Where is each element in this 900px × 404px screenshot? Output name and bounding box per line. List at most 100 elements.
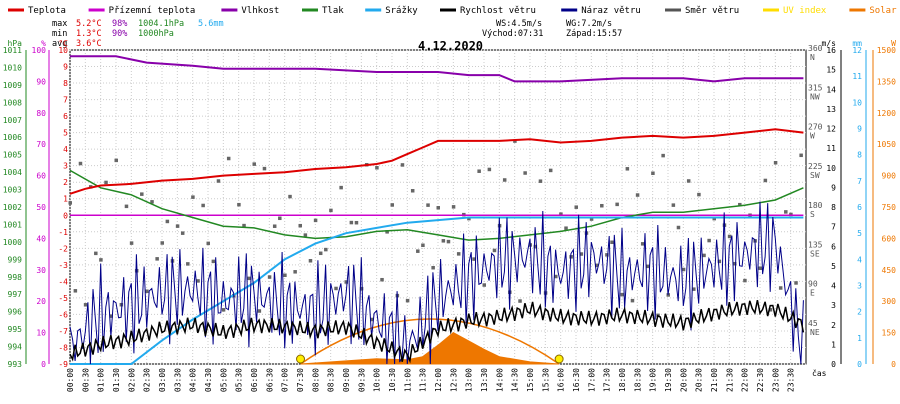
ms-axis-tick: 1 xyxy=(831,340,836,349)
percent-axis-tick: 10 xyxy=(36,329,46,338)
dir-axis-label: N xyxy=(810,53,815,62)
temp-axis-tick: 8 xyxy=(63,79,68,88)
wind-direction-dot xyxy=(237,202,241,207)
wind-direction-dot xyxy=(73,289,78,293)
wind-direction-dot xyxy=(768,308,773,312)
wind-direction-dot xyxy=(426,203,430,207)
wind-direction-dot xyxy=(712,216,716,221)
mm-axis-tick: 2 xyxy=(857,308,862,317)
wind-direction-dot xyxy=(574,205,578,209)
hpa-axis-unit: hPa xyxy=(8,39,23,48)
wind-direction-dot xyxy=(206,241,210,246)
wind-direction-dot xyxy=(349,220,354,225)
wind-direction-dot xyxy=(94,251,98,256)
legend-label: Náraz větru xyxy=(581,6,641,16)
wind-direction-dot xyxy=(794,281,798,285)
wind-direction-dot xyxy=(150,200,154,204)
wind-direction-dot xyxy=(221,308,226,312)
x-tick-label: 09:00 xyxy=(342,368,351,392)
x-tick-label: 07:30 xyxy=(296,368,305,392)
sunset-marker xyxy=(554,354,564,364)
wind-direction-dot xyxy=(548,168,553,173)
x-tick-label: 16:00 xyxy=(557,368,566,392)
x-tick-label: 10:00 xyxy=(373,368,382,392)
dir-axis-label: NE xyxy=(810,328,820,337)
temp-axis-tick: 2 xyxy=(63,178,68,187)
wind-direction-dot xyxy=(773,161,778,165)
mm-axis-tick: 12 xyxy=(852,46,862,55)
wind-direction-dot xyxy=(451,205,456,209)
mm-axis-tick: 0 xyxy=(857,360,862,369)
temp-axis-tick: 7 xyxy=(63,96,68,105)
temp-axis-tick: 0 xyxy=(63,211,68,220)
wind-direction-dot xyxy=(732,261,737,266)
wind-direction-dot xyxy=(140,192,144,196)
wind-direction-dot xyxy=(257,309,262,313)
wind-direction-dot xyxy=(467,216,471,221)
x-tick-label: 13:00 xyxy=(465,368,474,392)
mm-axis-tick: 6 xyxy=(857,203,862,212)
x-tick-label: 04:00 xyxy=(189,368,198,392)
wind-direction-dot xyxy=(477,169,481,173)
percent-axis-tick: 40 xyxy=(36,234,46,243)
x-tick-label: 05:00 xyxy=(219,368,228,392)
stats-pressure: 1000hPa xyxy=(138,29,174,39)
ms-axis-tick: 12 xyxy=(826,125,836,134)
wind-direction-dot xyxy=(303,233,308,237)
wind-direction-dot xyxy=(778,286,783,290)
wind-direction-dot xyxy=(681,267,686,272)
ms-axis-tick: 4 xyxy=(831,282,836,291)
series-wind-gust xyxy=(69,201,804,365)
hpa-axis-tick: 1001 xyxy=(3,220,22,229)
wind-direction-dot xyxy=(416,249,420,253)
x-tick-label: 23:30 xyxy=(787,368,796,392)
percent-axis-tick: 50 xyxy=(36,203,46,212)
hpa-axis-tick: 1005 xyxy=(3,151,22,160)
wind-direction-dot xyxy=(676,225,681,230)
x-tick-label: 03:30 xyxy=(173,368,182,392)
wind-direction-dot xyxy=(329,208,333,213)
mm-axis-unit: mm xyxy=(852,39,862,48)
dir-axis-tick: 45 xyxy=(808,319,818,328)
legend-label: Rychlost větru xyxy=(460,6,536,16)
stats-pressure: 1004.1hPa xyxy=(138,19,184,29)
legend-label: Solar xyxy=(869,6,897,16)
temp-axis-tick: -4 xyxy=(58,277,68,286)
x-tick-label: 02:00 xyxy=(127,368,136,392)
wind-direction-dot xyxy=(400,163,405,167)
wind-direction-dot xyxy=(191,195,195,199)
x-tick-label: 10:30 xyxy=(388,368,397,392)
percent-axis-tick: 80 xyxy=(36,109,46,118)
hpa-axis-tick: 1009 xyxy=(3,81,22,90)
wind-direction-dot xyxy=(518,299,522,303)
wind-direction-dot xyxy=(436,206,440,210)
temp-axis-unit: °C xyxy=(58,39,68,48)
solar-axis-tick: 450 xyxy=(882,266,897,275)
wind-direction-dot xyxy=(370,317,374,322)
ms-axis-tick: 2 xyxy=(831,321,836,330)
wind-direction-dot xyxy=(145,289,149,294)
x-tick-label: 01:00 xyxy=(97,368,106,392)
x-tick-label: 06:00 xyxy=(250,368,259,392)
x-tick-label: 00:30 xyxy=(81,368,90,392)
wind-direction-dot xyxy=(717,259,722,264)
x-tick-label: 18:30 xyxy=(633,368,642,392)
wind-direction-dot xyxy=(201,203,205,208)
percent-axis-tick: 20 xyxy=(36,297,46,306)
hpa-axis-tick: 996 xyxy=(8,308,23,317)
mm-axis-tick: 11 xyxy=(852,72,862,81)
legend-label: Směr větru xyxy=(685,6,739,16)
wind-direction-dot xyxy=(789,212,793,217)
x-tick-label: 07:00 xyxy=(281,368,290,392)
x-tick-label: 22:00 xyxy=(741,368,750,392)
wind-direction-dot xyxy=(165,219,170,224)
wind-direction-dot xyxy=(318,251,323,256)
wind-direction-dot xyxy=(278,216,282,221)
dir-axis-tick: 360 xyxy=(808,44,823,53)
x-tick-label: 14:00 xyxy=(495,368,504,392)
x-tick-label: 04:30 xyxy=(204,368,213,392)
ms-axis-tick: 10 xyxy=(826,164,836,173)
wind-direction-dot xyxy=(707,238,711,243)
hpa-axis-tick: 1003 xyxy=(3,186,22,195)
